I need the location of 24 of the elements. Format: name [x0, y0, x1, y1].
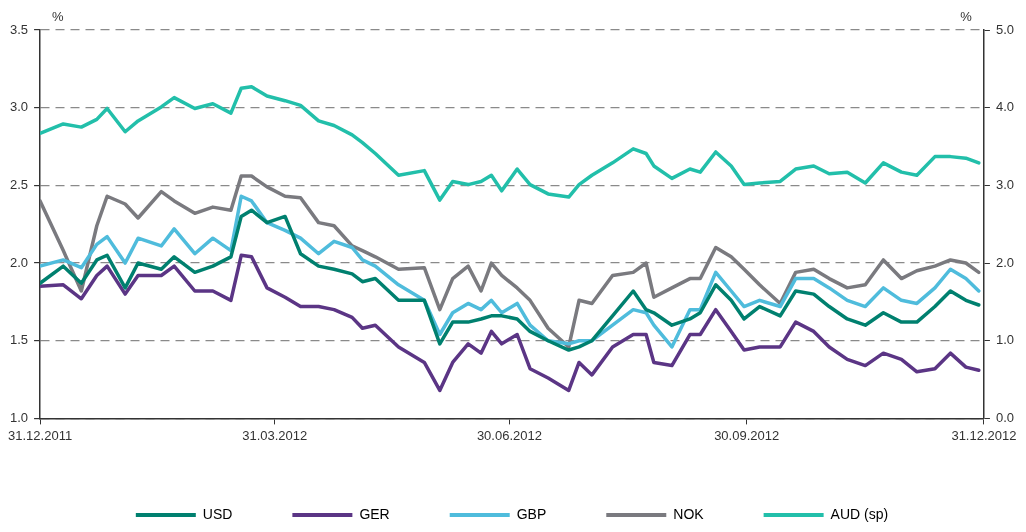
y2-tick-label: 1.0 — [995, 332, 1015, 348]
legend-label: GBP — [516, 505, 547, 522]
x-tick-label: 31.03.2012 — [242, 427, 308, 443]
y-tick-label: 2.0 — [9, 254, 29, 270]
x-tick-label: 31.12.2012 — [951, 427, 1017, 443]
y2-axis-title: % — [960, 9, 973, 25]
legend-label: USD — [202, 505, 233, 522]
legend-label: GER — [359, 505, 390, 522]
y-tick-label: 2.5 — [9, 176, 29, 192]
y-tick-label: 3.0 — [9, 99, 29, 115]
y-tick-label: 3.5 — [9, 21, 29, 37]
x-tick-label: 31.12.2011 — [8, 427, 73, 443]
x-tick-label: 30.09.2012 — [714, 427, 780, 443]
x-tick-label: 30.06.2012 — [476, 427, 542, 443]
y-tick-label: 1.0 — [9, 409, 29, 425]
legend-label: AUD (sp) — [830, 505, 889, 522]
y2-tick-label: 4.0 — [995, 99, 1015, 115]
y2-tick-label: 2.0 — [995, 254, 1015, 270]
y-tick-label: 1.5 — [9, 332, 29, 348]
y2-tick-label: 3.0 — [995, 176, 1015, 192]
legend-label: NOK — [673, 505, 705, 522]
y-axis-title: % — [52, 9, 65, 25]
y2-tick-label: 0.0 — [995, 409, 1015, 425]
y2-tick-label: 5.0 — [995, 21, 1015, 37]
